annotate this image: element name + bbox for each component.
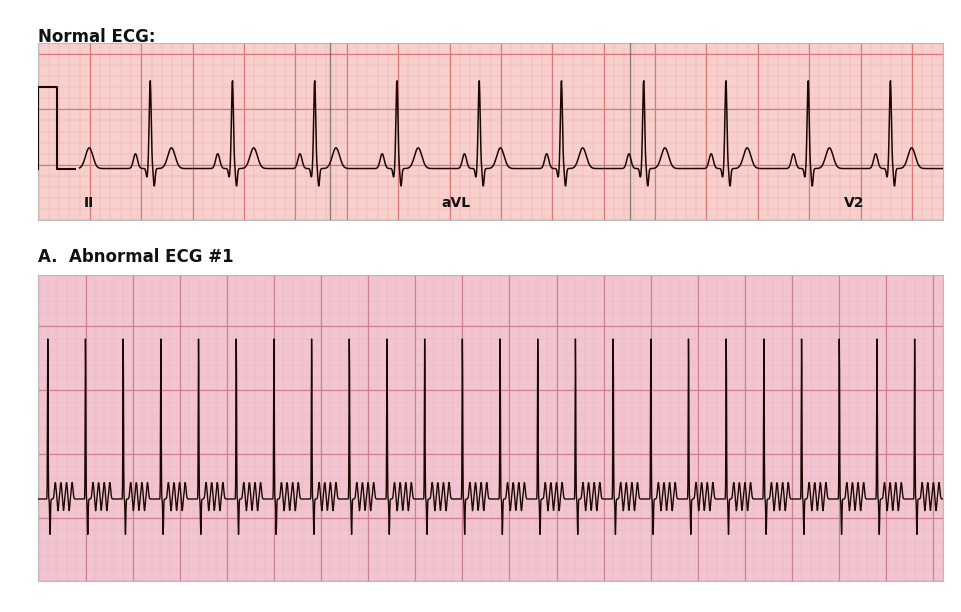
Text: Normal ECG:: Normal ECG: <box>38 28 156 45</box>
Text: A.  Abnormal ECG #1: A. Abnormal ECG #1 <box>38 248 234 266</box>
Text: II: II <box>84 196 94 210</box>
Text: V2: V2 <box>843 196 864 210</box>
Text: aVL: aVL <box>441 196 470 210</box>
